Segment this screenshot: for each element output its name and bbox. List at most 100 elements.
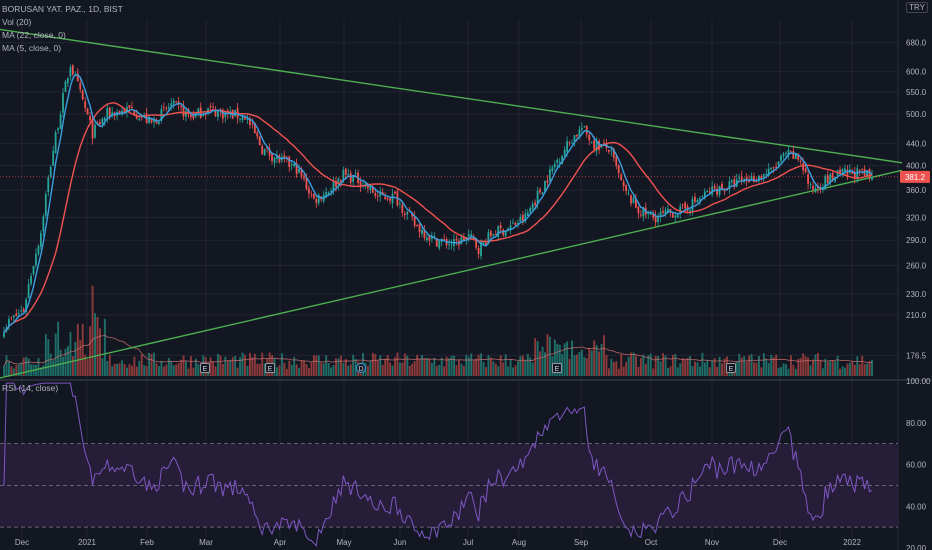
- candle-body: [438, 241, 441, 249]
- candle-body: [826, 175, 829, 183]
- candle-body: [772, 167, 775, 169]
- volume-bar: [475, 358, 478, 376]
- candle-body: [861, 168, 864, 170]
- volume-bar: [44, 334, 47, 376]
- volume-bar: [568, 358, 571, 376]
- candle-body: [853, 171, 856, 179]
- candle-body: [824, 175, 827, 190]
- candle-body: [153, 119, 155, 122]
- volume-bar: [691, 366, 694, 376]
- candle-body: [657, 216, 659, 223]
- volume-bar: [679, 363, 682, 376]
- volume-bar: [799, 358, 802, 376]
- candle-body: [89, 116, 91, 121]
- volume-bar: [440, 357, 443, 376]
- candle-body: [667, 208, 669, 212]
- candle-body: [694, 196, 696, 202]
- volume-bar: [612, 362, 615, 376]
- volume-bar: [848, 362, 851, 376]
- candle-body: [421, 229, 423, 234]
- volume-bar: [403, 353, 406, 376]
- volume-bar: [841, 366, 844, 376]
- time-tick-label: Nov: [705, 538, 719, 547]
- volume-bar: [89, 326, 92, 376]
- candle-body: [716, 188, 718, 195]
- volume-bar: [541, 346, 544, 376]
- candle-body: [49, 166, 52, 177]
- candle-body: [39, 233, 42, 247]
- volume-bar: [138, 360, 141, 376]
- volume-bar: [416, 354, 419, 376]
- volume-bar: [295, 364, 298, 376]
- candle-body: [684, 202, 687, 209]
- candle-body: [659, 211, 662, 217]
- volume-bar: [470, 353, 473, 376]
- volume-bar: [428, 358, 431, 376]
- volume-bar: [276, 367, 278, 376]
- volume-bar: [322, 363, 325, 376]
- candle-body: [799, 160, 802, 162]
- candle-body: [662, 210, 664, 213]
- candle-body: [327, 192, 330, 194]
- volume-bar: [332, 365, 335, 376]
- candle-body: [391, 193, 394, 204]
- volume-bar: [17, 364, 20, 376]
- earnings-marker-label: E: [555, 366, 560, 373]
- volume-bar: [588, 348, 591, 376]
- volume-bar: [780, 367, 783, 376]
- candle-body: [369, 185, 372, 191]
- volume-bar: [426, 358, 428, 376]
- candle-body: [180, 106, 182, 108]
- ma22-legend[interactable]: MA (22, close, 0): [2, 30, 66, 40]
- candle-body: [344, 168, 347, 175]
- volume-bar: [866, 363, 869, 376]
- volume-bar: [477, 354, 480, 376]
- candle-body: [450, 244, 453, 246]
- volume-bar: [47, 339, 50, 376]
- volume-bar: [305, 364, 308, 376]
- volume-bar: [718, 356, 721, 376]
- volume-bar: [590, 350, 593, 376]
- volume-bar: [121, 360, 124, 376]
- volume-bar: [770, 354, 773, 376]
- volume-bar: [548, 336, 551, 376]
- candle-body: [300, 168, 303, 177]
- candle-body: [590, 142, 593, 143]
- volume-bar: [642, 354, 645, 376]
- volume-legend[interactable]: Vol (20): [2, 17, 32, 27]
- candle-body: [517, 223, 519, 224]
- candle-body: [305, 177, 308, 189]
- candle-body: [740, 176, 743, 182]
- ma5-legend[interactable]: MA (5, close, 0): [2, 43, 62, 53]
- time-tick-label: Jun: [394, 538, 407, 547]
- candle-body: [71, 65, 74, 75]
- candle-body: [706, 191, 709, 193]
- volume-bar: [128, 364, 131, 376]
- volume-bar: [524, 360, 527, 376]
- volume-bar: [561, 354, 564, 376]
- volume-bar: [831, 360, 834, 376]
- volume-bar: [94, 313, 96, 376]
- candle-body: [583, 126, 586, 127]
- candle-body: [595, 140, 598, 151]
- candle-body: [504, 231, 507, 237]
- candle-body: [406, 211, 409, 215]
- volume-bar: [654, 355, 657, 376]
- candle-body: [175, 101, 178, 103]
- candle-body: [782, 153, 785, 156]
- currency-badge[interactable]: TRY: [906, 2, 928, 13]
- candle-body: [111, 112, 114, 116]
- price-tick-label: 230.0: [906, 290, 927, 299]
- candle-body: [632, 197, 635, 204]
- candle-body: [455, 238, 458, 241]
- volume-bar: [632, 352, 635, 376]
- candle-body: [730, 180, 733, 182]
- candle-body: [521, 214, 524, 221]
- candle-body: [804, 168, 807, 173]
- candle-body: [664, 210, 667, 215]
- volume-bar: [652, 368, 655, 376]
- rsi-legend[interactable]: RSI (14, close): [2, 383, 59, 393]
- volume-bar: [337, 358, 340, 376]
- volume-bar: [398, 362, 401, 376]
